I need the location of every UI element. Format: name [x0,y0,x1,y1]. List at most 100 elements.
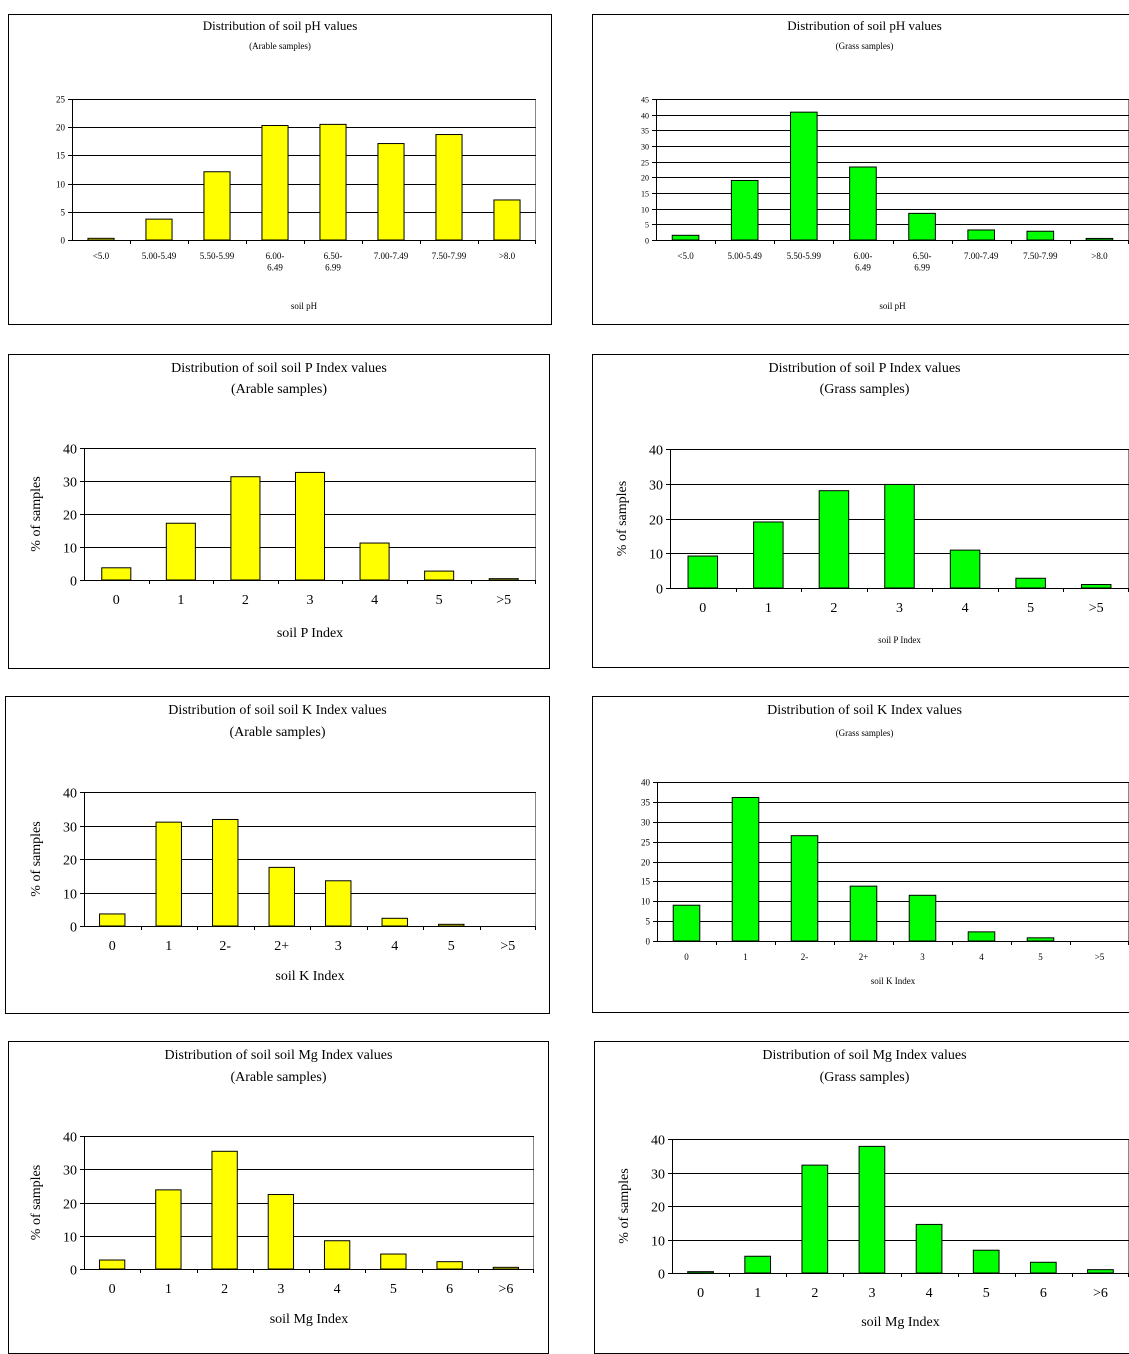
x-tick-label: 0 [699,601,706,616]
bar [87,237,115,241]
y-tick-label: 25 [56,95,66,105]
x-tick-label: 3 [335,939,342,954]
y-axis-label: % of samples [29,821,44,896]
y-tick-label: 0 [70,1263,77,1278]
x-tick-label: 0 [109,1282,116,1297]
y-tick-label: 0 [70,920,77,935]
y-tick-label: 40 [651,1133,665,1148]
x-tick-label: 6.50-6.99 [913,251,932,273]
chart-title: Distribution of soil soil Mg Index value… [165,1048,393,1063]
x-tick-label: 5.50-5.99 [200,251,235,261]
bar [438,923,465,927]
bar [1026,230,1055,241]
x-tick-label: 1 [165,1282,172,1297]
y-tick-label: 10 [63,887,77,902]
x-tick-label: 0 [113,593,120,608]
y-tick-label: 25 [641,838,651,848]
x-axis-label: soil Mg Index [861,1315,940,1330]
x-tick-label: 2 [830,601,837,616]
chart-subtitle: (Arable samples) [230,1070,326,1085]
bar [145,218,173,241]
bar [212,818,239,927]
chart-k-grass: Distribution of soil K Index values (Gras… [592,696,1129,1013]
bar [267,1194,295,1270]
x-tick-label: >5 [1095,952,1105,962]
bar [493,199,521,241]
bar [967,229,995,241]
x-tick-label: 5.50-5.99 [787,251,822,261]
bar [744,1255,772,1274]
chart-subtitle: (Grass samples) [820,382,910,397]
x-tick-label: >8.0 [499,251,516,261]
y-tick-label: 20 [63,1197,77,1212]
x-tick-label: >5 [500,939,515,954]
y-axis-label: % of samples [617,1168,632,1243]
x-axis-label: soil P Index [277,626,343,641]
y-tick-label: 15 [641,189,649,198]
x-tick-label: 0 [697,1286,704,1301]
y-tick-label: 15 [56,151,66,161]
x-tick-label: 4 [391,939,398,954]
x-tick-label: 5 [1038,952,1043,962]
x-tick-label: >6 [1093,1286,1108,1301]
bar [323,1240,351,1270]
x-tick-label: 5.00-5.49 [142,251,177,261]
chart-mg-arable: Distribution of soil soil Mg Index value… [8,1041,549,1354]
chart-title: Distribution of soil K Index values [767,703,962,718]
x-tick-label: >6 [498,1282,513,1297]
y-tick-label: 0 [646,937,651,947]
x-tick-label: 3 [920,952,925,962]
y-tick-label: 20 [649,513,663,528]
y-tick-label: 40 [63,1130,77,1145]
chart-subtitle: (Grass samples) [836,728,894,738]
chart-subtitle: (Grass samples) [836,41,894,51]
bar [858,1145,886,1274]
chart-ph-arable: Distribution of soil pH values (Arable sa… [8,14,552,325]
y-tick-label: 5 [646,917,651,927]
x-tick-label: 1 [743,952,748,962]
y-tick-label: 25 [641,158,649,167]
x-tick-label: 2 [221,1282,228,1297]
bar [790,835,819,942]
bar [972,1249,1000,1274]
bar [730,179,759,241]
x-tick-label: <5.0 [677,251,694,261]
y-tick-label: 10 [63,541,77,556]
bar [261,125,289,241]
bar [435,134,463,241]
bar [1085,237,1114,241]
x-tick-label: 3 [307,593,314,608]
y-tick-label: 5 [645,220,649,229]
y-tick-label: 40 [641,778,651,788]
bar [801,1164,829,1274]
y-tick-label: 20 [641,173,649,182]
chart-k-arable: Distribution of soil soil K Index values… [5,696,550,1014]
bar [230,476,261,581]
x-tick-label: 1 [765,601,772,616]
y-tick-label: 10 [641,205,649,214]
bar [294,471,326,581]
x-tick-label: 4 [926,1286,933,1301]
bar [488,578,519,581]
y-tick-label: 10 [641,897,651,907]
bar [424,570,455,581]
bar [436,1261,463,1270]
y-axis-label: % of samples [615,481,630,556]
x-axis-label: soil pH [879,301,906,311]
y-tick-label: 10 [56,180,66,190]
y-tick-label: 40 [641,111,649,120]
bar [155,1189,182,1270]
bar [359,542,390,581]
bar [155,821,182,927]
x-tick-label: 4 [979,952,984,962]
x-tick-label: 6.50-6.99 [324,251,343,273]
bar [380,1253,407,1270]
x-tick-label: 6.00-6.49 [854,251,873,273]
x-tick-label: 1 [177,593,184,608]
chart-frame [8,354,550,669]
bar [319,123,347,241]
y-tick-label: 20 [641,858,651,868]
y-tick-label: 10 [651,1234,665,1249]
x-axis-label: soil K Index [871,976,916,986]
